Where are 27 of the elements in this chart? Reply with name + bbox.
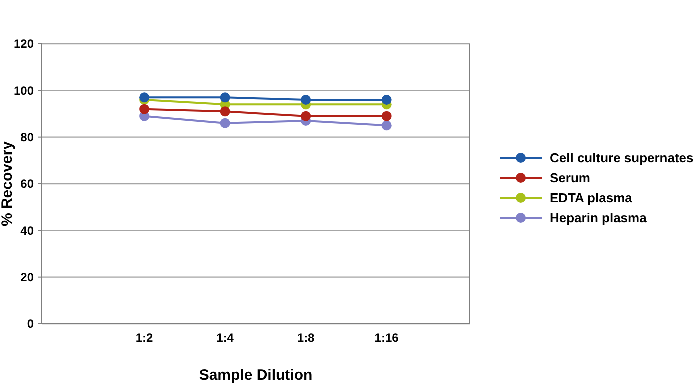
y-tick-label: 0 xyxy=(27,317,34,332)
point xyxy=(301,95,312,105)
y-tick-label: 40 xyxy=(20,224,34,238)
point xyxy=(382,111,392,122)
legend-label: Serum xyxy=(550,170,590,186)
x-tick-label: 1:4 xyxy=(216,331,234,345)
y-tick-label: 20 xyxy=(20,270,34,285)
x-tick-label: 1:8 xyxy=(297,331,316,345)
legend-label: Heparin plasma xyxy=(550,210,648,226)
legend-label: EDTA plasma xyxy=(550,190,634,206)
x-tick-label: 1:2 xyxy=(136,331,154,345)
point xyxy=(382,120,392,131)
y-tick-label: 100 xyxy=(14,84,34,98)
x-axis-title: Sample Dilution xyxy=(199,367,313,384)
y-axis-title: % Recovery xyxy=(0,140,16,227)
point xyxy=(382,95,392,105)
point xyxy=(220,118,230,128)
point xyxy=(220,106,230,117)
point xyxy=(301,111,312,122)
x-tick-label: 1:16 xyxy=(374,331,400,345)
point xyxy=(140,104,150,114)
y-tick-label: 80 xyxy=(20,130,34,145)
point xyxy=(140,92,150,103)
y-tick-label: 60 xyxy=(20,177,34,192)
y-tick-label: 120 xyxy=(14,37,34,52)
legend-label: Cell culture supernates xyxy=(550,150,694,166)
point xyxy=(220,92,230,103)
